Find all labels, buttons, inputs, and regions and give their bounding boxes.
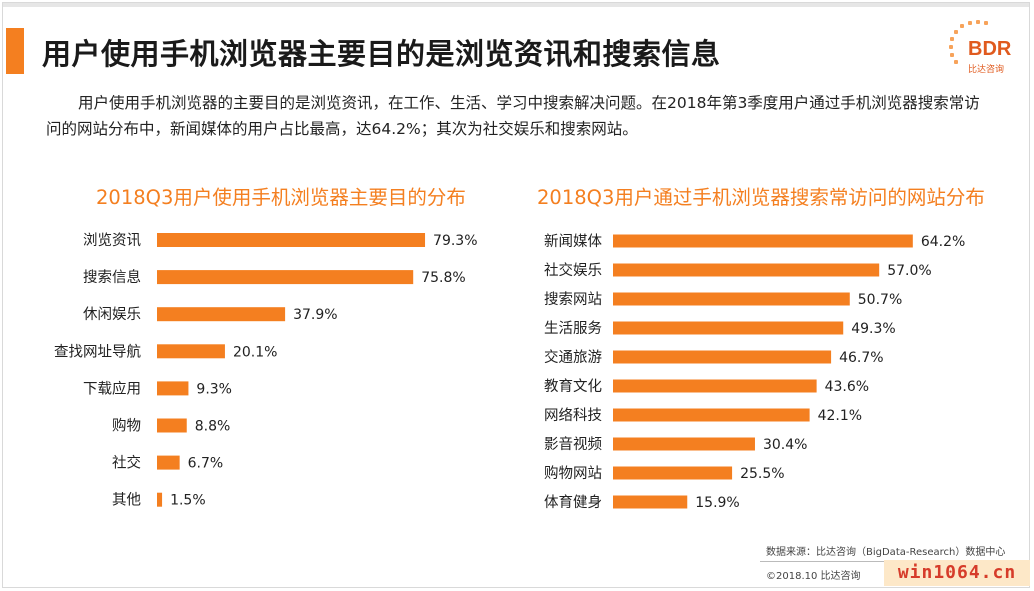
logo-subtext: 比达咨询 xyxy=(968,65,1005,75)
value-label: 37.9% xyxy=(293,307,337,323)
bar xyxy=(613,263,880,277)
category-label: 社交娱乐 xyxy=(544,261,602,279)
value-label: 46.7% xyxy=(839,350,883,366)
bar xyxy=(613,379,817,393)
title-accent-bar xyxy=(6,28,24,74)
page-title: 用户使用手机浏览器主要目的是浏览资讯和搜索信息 xyxy=(42,37,721,71)
category-label: 下载应用 xyxy=(83,379,141,397)
bar xyxy=(613,437,755,451)
category-label: 购物 xyxy=(112,418,141,435)
category-label: 交通旅游 xyxy=(544,348,602,366)
value-label: 57.0% xyxy=(887,263,931,279)
category-label: 教育文化 xyxy=(544,378,602,395)
category-label: 生活服务 xyxy=(544,320,602,337)
left-chart-title: 2018Q3用户使用手机浏览器主要目的分布 xyxy=(96,186,466,209)
right-chart-title: 2018Q3用户通过手机浏览器搜索常访问的网站分布 xyxy=(537,186,985,209)
value-label: 25.5% xyxy=(740,466,784,482)
value-label: 6.7% xyxy=(188,456,224,472)
bar xyxy=(157,307,286,322)
category-label: 搜索网站 xyxy=(544,291,602,308)
value-label: 43.6% xyxy=(825,379,869,395)
value-label: 9.3% xyxy=(196,381,232,397)
category-label: 体育健身 xyxy=(544,494,602,511)
bdr-logo-icon xyxy=(949,20,988,64)
value-label: 42.1% xyxy=(818,408,862,424)
category-label: 影音视频 xyxy=(544,436,602,453)
bar xyxy=(613,350,832,364)
value-label: 20.1% xyxy=(233,344,277,360)
bar xyxy=(157,344,225,359)
category-label: 网络科技 xyxy=(544,407,602,424)
intro-paragraph: 用户使用手机浏览器的主要目的是浏览资讯，在工作、生活、学习中搜索解决问题。在20… xyxy=(46,94,980,138)
value-label: 79.3% xyxy=(433,233,477,249)
data-source: 数据来源：比达咨询（BigData-Research）数据中心 xyxy=(766,547,1006,558)
value-label: 8.8% xyxy=(195,419,231,435)
bar xyxy=(157,492,163,507)
watermark: win1064.cn xyxy=(884,560,1030,586)
bar xyxy=(613,495,688,509)
value-label: 64.2% xyxy=(921,234,965,250)
bar xyxy=(613,321,844,335)
value-label: 50.7% xyxy=(858,292,902,308)
bar xyxy=(157,418,187,433)
bar xyxy=(613,292,850,306)
bar xyxy=(613,234,913,248)
value-label: 30.4% xyxy=(763,437,807,453)
category-label: 购物网站 xyxy=(544,465,602,482)
bar xyxy=(613,466,733,480)
category-label: 其他 xyxy=(112,492,141,509)
bar xyxy=(157,233,426,247)
logo-text: BDR xyxy=(968,38,1012,60)
value-label: 15.9% xyxy=(695,495,739,511)
value-label: 49.3% xyxy=(851,321,895,337)
bar xyxy=(613,408,810,422)
category-label: 休闲娱乐 xyxy=(83,306,141,323)
copyright: ©2018.10 比达咨询 xyxy=(766,571,861,582)
value-label: 1.5% xyxy=(170,493,206,509)
category-label: 浏览资讯 xyxy=(83,232,141,249)
category-label: 社交 xyxy=(112,454,141,472)
category-label: 查找网址导航 xyxy=(54,343,141,360)
value-label: 75.8% xyxy=(421,270,465,286)
bar xyxy=(157,381,189,396)
category-label: 新闻媒体 xyxy=(544,233,602,250)
category-label: 搜索信息 xyxy=(83,269,141,286)
top-border xyxy=(2,2,1030,7)
bar xyxy=(157,455,180,470)
bar xyxy=(157,270,414,285)
